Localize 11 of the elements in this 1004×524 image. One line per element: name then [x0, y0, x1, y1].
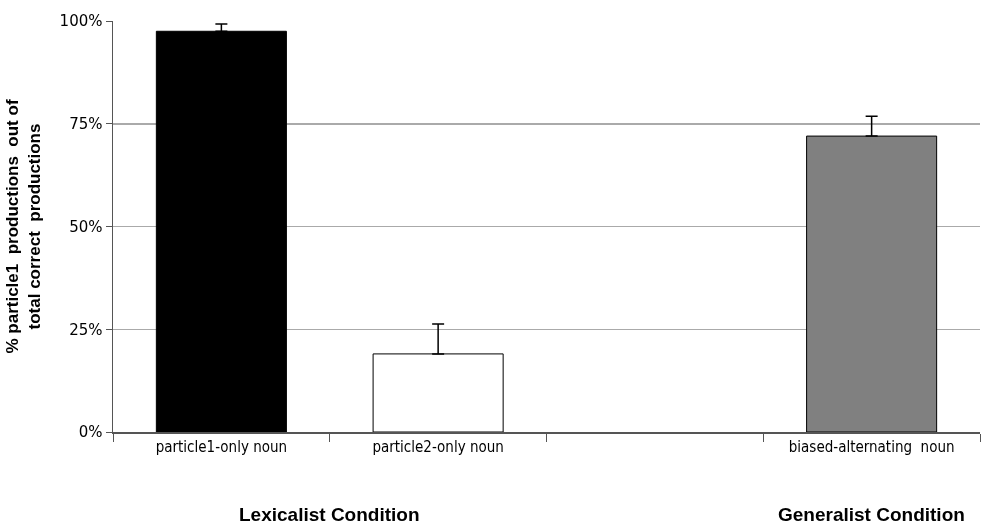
y-tick-label: 50% — [69, 217, 103, 236]
y-tick-label: 100% — [59, 12, 103, 31]
x-tick-label: particle1-only noun — [155, 437, 288, 456]
y-tick-label: 0% — [78, 423, 103, 442]
text: Lexicalist Condition — [239, 504, 420, 524]
x-tick-label: biased-alternating noun — [788, 437, 955, 456]
y-tick-label: 75% — [69, 115, 103, 133]
x-tick-label: particle2-only noun — [372, 437, 504, 456]
y-tick-label: 25% — [69, 320, 103, 339]
text: Generalist Condition — [778, 504, 965, 524]
y-axis-title: % particle1 productions out of total correct productions — [3, 99, 45, 354]
